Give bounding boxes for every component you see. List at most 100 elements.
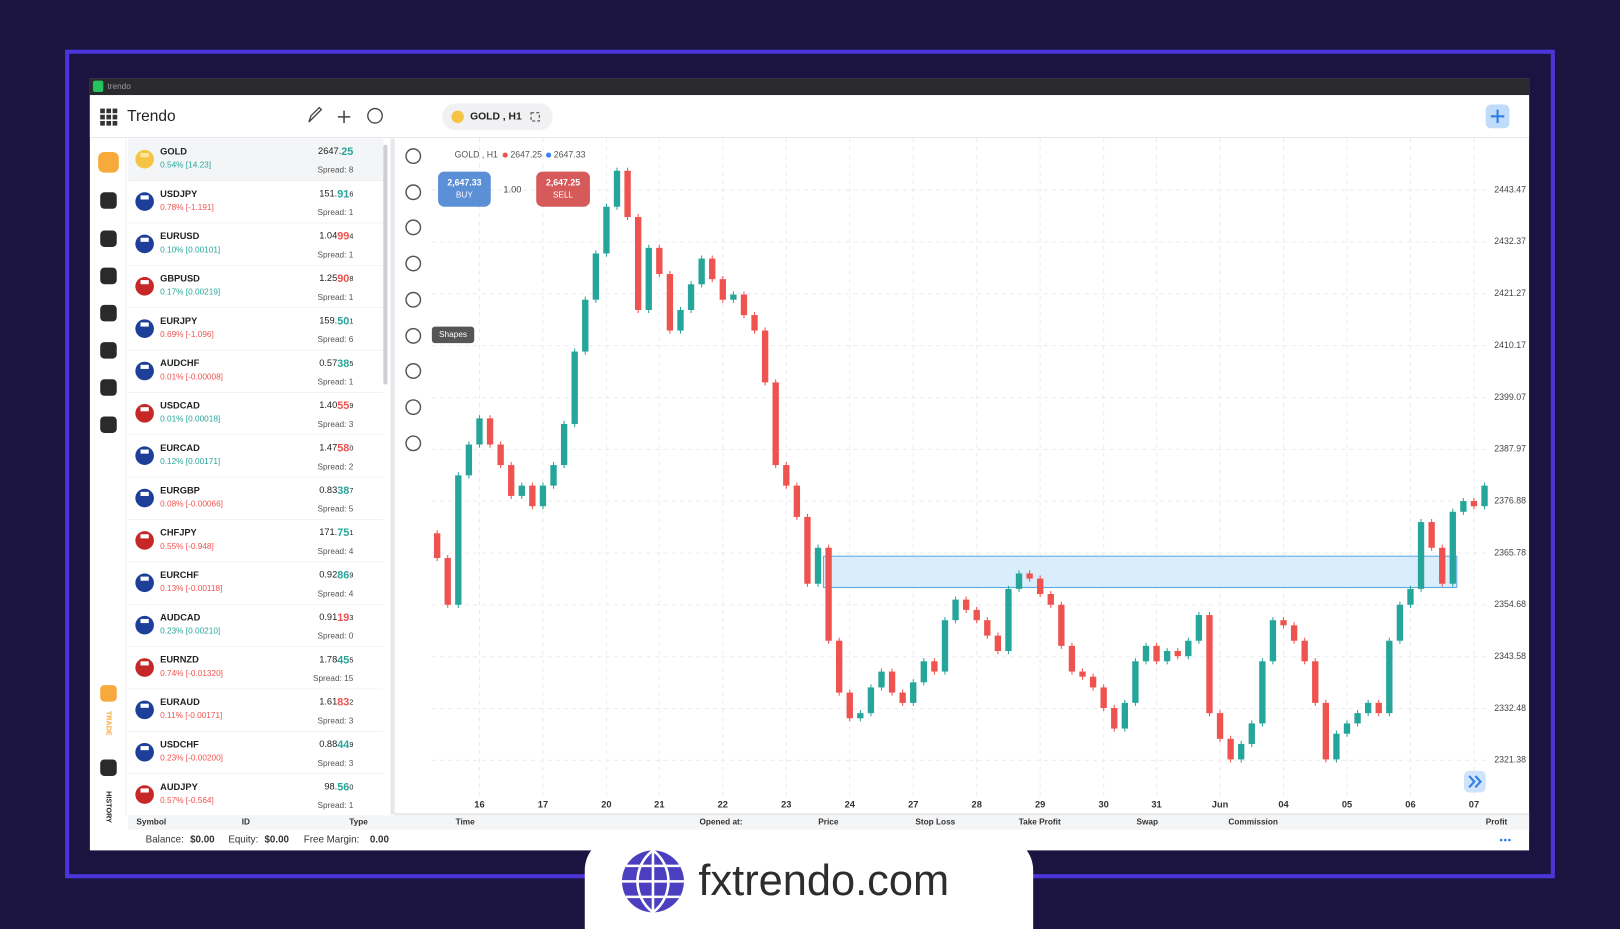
- candle: [1386, 640, 1393, 714]
- price-part: 75: [337, 527, 349, 539]
- sidebar-trade[interactable]: TRADE: [105, 711, 114, 736]
- sell-button[interactable]: [536, 171, 590, 207]
- candle: [1163, 651, 1171, 662]
- candle: [1068, 645, 1076, 672]
- pencil-icon[interactable]: [308, 106, 323, 123]
- y-tick-label: 2354.68: [1494, 599, 1526, 609]
- watchlist-row[interactable]: [128, 477, 384, 520]
- symbol-flag-stripe: [140, 280, 149, 285]
- sidebar-icon[interactable]: [100, 342, 117, 359]
- chart-tool[interactable]: [405, 363, 422, 379]
- x-tick-label: 21: [654, 799, 664, 809]
- sidebar-active[interactable]: [98, 151, 119, 173]
- price-part: 1.61: [319, 697, 337, 707]
- y-tick-label: 2432.37: [1494, 236, 1526, 246]
- watchlist-row[interactable]: [128, 350, 384, 393]
- more-dot[interactable]: [1503, 838, 1507, 842]
- candle: [539, 485, 547, 507]
- ask-dot: [546, 152, 552, 158]
- symbol-flag-stripe: [140, 195, 149, 200]
- symbol-price: 1.78455: [319, 654, 353, 666]
- chart-tool[interactable]: [405, 148, 422, 165]
- more-dot[interactable]: [1508, 838, 1511, 842]
- lot-size[interactable]: 1.00: [503, 185, 521, 195]
- chart-tool[interactable]: [405, 435, 422, 452]
- watchlist-row[interactable]: [128, 562, 384, 605]
- chart-tool[interactable]: [405, 399, 422, 416]
- chart-tool[interactable]: [405, 327, 422, 344]
- table-column: ID: [242, 818, 250, 827]
- chart-tool[interactable]: [405, 184, 422, 201]
- watchlist-row[interactable]: [128, 773, 384, 817]
- candle: [1079, 671, 1086, 677]
- watchlist-row[interactable]: [128, 265, 384, 308]
- chat-icon[interactable]: [367, 107, 383, 124]
- symbol-change: 0.78% [-1.191]: [160, 203, 214, 212]
- window-title: trendo: [107, 82, 131, 91]
- symbol-price: 98.560: [324, 781, 353, 793]
- watchlist-row[interactable]: [128, 689, 384, 732]
- x-tick-label: 29: [1035, 799, 1045, 809]
- watchlist-row[interactable]: [128, 180, 384, 224]
- sidebar-icon[interactable]: [100, 230, 117, 248]
- chart-tool[interactable]: [405, 219, 422, 236]
- sidebar-icon[interactable]: [100, 379, 117, 396]
- add-chart-plus: [1490, 109, 1505, 124]
- sidebar-icon[interactable]: [100, 304, 117, 322]
- table-column: Opened at:: [699, 818, 742, 827]
- chart-tool[interactable]: [405, 291, 422, 308]
- x-tick-label: 16: [474, 799, 484, 809]
- price-part: 8: [349, 274, 353, 283]
- account-balance-label: Balance:: [146, 835, 184, 846]
- price-part: 9: [349, 401, 353, 410]
- buy-button[interactable]: [438, 171, 491, 207]
- watchlist-row[interactable]: [128, 223, 384, 266]
- symbol-spread: Spread: 2: [318, 462, 354, 471]
- price-part: 159.: [319, 316, 337, 326]
- symbol-flag-stripe: [140, 703, 149, 708]
- sidebar-icon[interactable]: [100, 416, 117, 433]
- candle: [709, 258, 716, 280]
- symbol-tab[interactable]: [442, 103, 553, 131]
- x-tick-label: 28: [972, 799, 982, 809]
- symbol-flag-stripe: [140, 322, 149, 327]
- chart-tool[interactable]: [405, 255, 422, 272]
- watchlist-scrollbar: [383, 144, 388, 385]
- watchlist-row[interactable]: [128, 392, 384, 436]
- price-part: 99: [337, 231, 349, 243]
- sidebar-icon[interactable]: [100, 267, 117, 285]
- trade-icon[interactable]: [100, 685, 117, 702]
- candle: [476, 418, 483, 445]
- price-part: 1.47: [319, 443, 337, 453]
- watchlist-row[interactable]: [128, 646, 384, 690]
- symbol-price: 151.916: [319, 188, 353, 200]
- price-part: 98.: [324, 782, 337, 792]
- candle: [1047, 594, 1054, 605]
- price-part: 2: [349, 698, 353, 707]
- x-tick-label: 04: [1278, 799, 1289, 809]
- candle: [1121, 702, 1128, 729]
- table-column: Time: [456, 818, 476, 827]
- symbol-spread: Spread: 15: [313, 674, 354, 683]
- watchlist-row[interactable]: [128, 604, 384, 647]
- watchlist-row[interactable]: [128, 519, 384, 563]
- watchlist-row[interactable]: [128, 138, 384, 181]
- sidebar-history[interactable]: HISTORY: [105, 791, 114, 823]
- sidebar-icon[interactable]: [100, 192, 117, 209]
- account-free-margin-label: Free Margin:: [304, 835, 360, 846]
- plus-icon[interactable]: [337, 110, 351, 124]
- watchlist-row[interactable]: [128, 435, 384, 478]
- watchlist-row[interactable]: [128, 307, 384, 351]
- symbol-price: 159.501: [319, 315, 353, 327]
- symbol-flag: [135, 785, 154, 804]
- sidebar-icon[interactable]: [100, 759, 117, 776]
- candle: [751, 315, 758, 331]
- candle: [1343, 723, 1351, 734]
- candle: [1460, 501, 1467, 512]
- apps-icon-dot[interactable]: [100, 108, 105, 114]
- table-column: Take Profit: [1019, 818, 1061, 827]
- candle: [1259, 661, 1266, 724]
- watchlist-row[interactable]: [128, 731, 384, 774]
- candle: [455, 475, 462, 605]
- more-dot[interactable]: [1499, 838, 1503, 842]
